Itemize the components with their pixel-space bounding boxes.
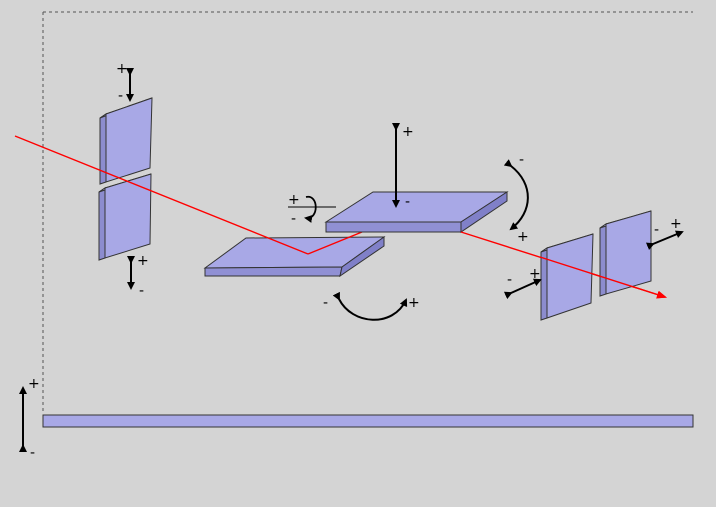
lower-mirror <box>203 236 386 278</box>
base-minus-label: - <box>30 445 35 461</box>
rotation-icon: + - <box>288 192 336 227</box>
right-slit-arrow-left: - + <box>503 266 542 300</box>
dashed-frame <box>42 11 693 414</box>
slit-lower-plus: + <box>137 253 149 269</box>
tilt-bottom-minus: - <box>323 295 328 311</box>
slit-lower-blade <box>98 173 152 261</box>
beam-through-slits <box>539 256 667 299</box>
mirror-tilt-arrow-bottom: - + <box>323 291 420 321</box>
mirror-tilt-arrow-right: - + <box>503 152 529 245</box>
tilt-right-plus: + <box>517 229 529 245</box>
slit-lower-minus: - <box>139 283 144 299</box>
base-plus-label: + <box>28 376 40 392</box>
slit-upper-minus: - <box>118 88 123 104</box>
slit-lower-arrow: + - <box>127 253 149 299</box>
slit-upper-arrow: + - <box>116 61 134 104</box>
right-slit-arrow-right: - + <box>645 216 684 250</box>
right-slit-blade-right <box>599 210 652 297</box>
mirror-vertical-arrow: + - <box>392 123 414 210</box>
mirror-vertical-minus: - <box>405 194 410 210</box>
slit-upper-plus: + <box>116 61 128 77</box>
beam-path <box>14 135 363 255</box>
right-slit-right-minus: - <box>654 222 659 238</box>
tilt-bottom-plus: + <box>408 295 420 311</box>
right-slit-left-plus: + <box>529 266 541 282</box>
mirror-vertical-plus: + <box>402 124 414 140</box>
base-vertical-arrow: + - <box>19 376 40 461</box>
tilt-right-minus: - <box>519 152 524 168</box>
rotation-minus: - <box>291 211 296 227</box>
right-slit-blade-left <box>540 233 594 321</box>
slit-upper-blade <box>99 97 153 185</box>
right-slit-right-plus: + <box>670 216 682 232</box>
upper-mirror <box>324 191 509 233</box>
base-rail <box>42 414 694 428</box>
right-slit-left-minus: - <box>507 272 512 288</box>
rotation-plus: + <box>288 192 300 208</box>
